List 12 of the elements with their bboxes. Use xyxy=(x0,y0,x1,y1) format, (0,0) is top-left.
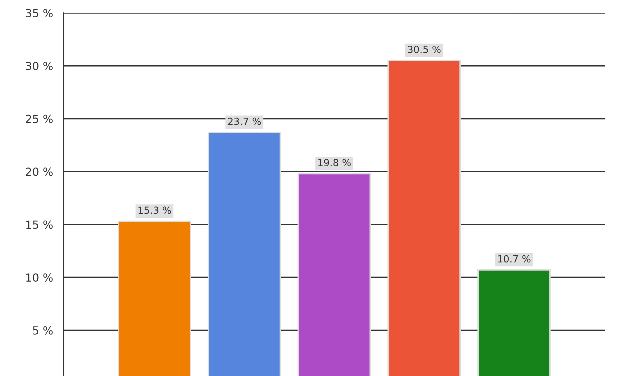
y-tick-label: 20 % xyxy=(26,168,53,176)
data-label: 19.8 % xyxy=(318,159,351,167)
y-tick-label: 10 % xyxy=(26,274,53,282)
data-label: 15.3 % xyxy=(138,206,172,214)
y-tick-label: 35 % xyxy=(26,9,53,18)
y-tick-label: 5 % xyxy=(33,326,53,335)
data-label: 30.5 % xyxy=(408,46,441,54)
data-label: 23.7 % xyxy=(228,118,262,126)
data-label: 10.7 % xyxy=(498,255,531,263)
y-tick-label: 25 % xyxy=(26,114,53,124)
y-tick-label: 15 % xyxy=(26,220,53,230)
y-tick-label: 30 % xyxy=(26,62,53,70)
